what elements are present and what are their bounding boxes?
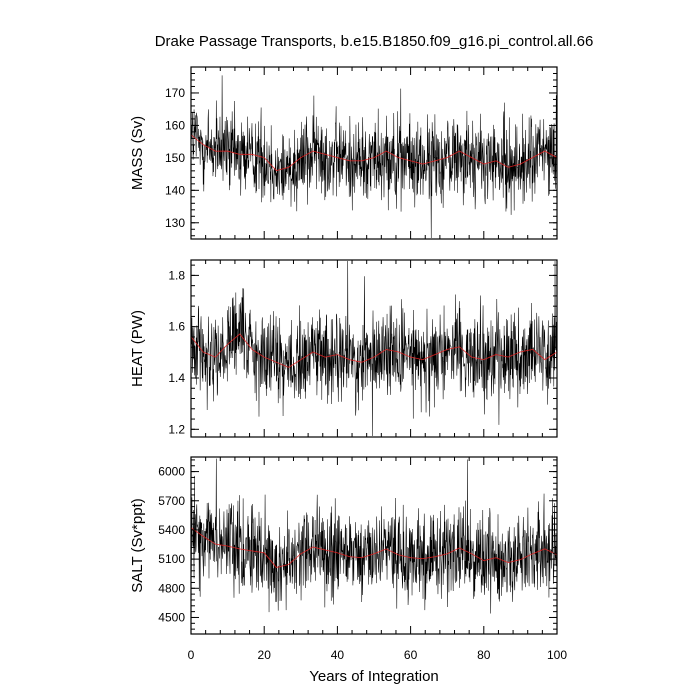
salt-y-ticks: 4500 4800 5100 5400 5700 6000 <box>158 459 557 630</box>
salt-y-tick-label: 5700 <box>158 494 185 508</box>
heat-y-tick-label: 1.2 <box>168 422 185 436</box>
x-tick-label: 20 <box>258 648 272 662</box>
salt-raw-series <box>190 458 557 614</box>
heat-y-tick-label: 1.8 <box>168 268 185 282</box>
heat-running-mean-series <box>190 333 558 368</box>
mass-plot-frame <box>190 66 558 240</box>
heat-y-tick-label: 1.6 <box>168 320 185 334</box>
mass-x-ticks <box>190 67 558 239</box>
heat-y-ticks: 1.2 1.4 1.6 1.8 <box>168 264 557 436</box>
mass-running-mean-series <box>190 134 558 172</box>
x-tick-label: 40 <box>331 648 345 662</box>
heat-y-axis-label: HEAT (PW) <box>129 310 146 387</box>
salt-y-tick-label: 5100 <box>158 552 185 566</box>
salt-x-ticks <box>190 457 558 634</box>
heat-x-ticks <box>190 260 558 437</box>
salt-plot-frame <box>190 456 558 635</box>
mass-y-axis-label: MASS (Sv) <box>129 116 146 190</box>
mass-y-ticks: 130 140 150 160 170 <box>165 66 557 237</box>
x-tick-label: 0 <box>188 648 195 662</box>
heat-raw-series <box>190 260 558 437</box>
salt-panel: 4500 4800 5100 5400 5700 6000 SALT (Sv*ppt) <box>129 456 558 635</box>
mass-y-tick-label: 170 <box>165 86 185 100</box>
x-axis-label: Years of Integration <box>309 668 439 685</box>
salt-y-axis-label: SALT (Sv*ppt) <box>129 498 146 592</box>
heat-panel: 1.2 1.4 1.6 1.8 HEAT (PW) <box>129 259 558 438</box>
mass-panel: 130 140 150 160 170 MASS (Sv) <box>129 66 558 240</box>
x-tick-label: 100 <box>547 648 567 662</box>
x-tick-label: 60 <box>404 648 418 662</box>
x-tick-label: 80 <box>477 648 491 662</box>
salt-y-tick-label: 4500 <box>158 610 185 624</box>
x-tick-labels: 0 20 40 60 80 100 <box>188 648 568 662</box>
mass-y-tick-label: 140 <box>165 183 185 197</box>
mass-y-tick-label: 130 <box>165 216 185 230</box>
salt-y-tick-label: 4800 <box>158 581 185 595</box>
salt-y-tick-label: 5400 <box>158 523 185 537</box>
heat-y-tick-label: 1.4 <box>168 371 185 385</box>
salt-y-tick-label: 6000 <box>158 465 185 479</box>
mass-y-tick-label: 160 <box>165 118 185 132</box>
heat-plot-frame <box>190 259 558 438</box>
mass-y-tick-label: 150 <box>165 151 185 165</box>
chart-title: Drake Passage Transports, b.e15.B1850.f0… <box>155 33 594 50</box>
salt-running-mean-series <box>190 527 558 568</box>
mass-raw-series <box>190 75 558 239</box>
